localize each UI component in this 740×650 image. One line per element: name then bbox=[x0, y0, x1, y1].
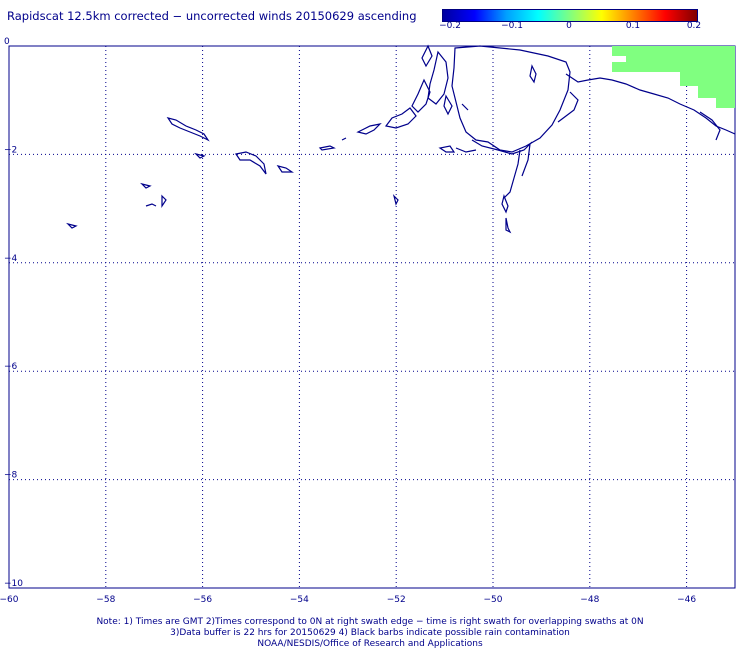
footnote-line-1: Note: 1) Times are GMT 2)Times correspon… bbox=[96, 617, 644, 627]
colorbar-tick-label: 0 bbox=[566, 21, 572, 31]
x-tick-label: −54 bbox=[290, 595, 309, 605]
x-tick-label: −56 bbox=[193, 595, 212, 605]
colorbar-tick-label: 0.2 bbox=[686, 21, 702, 31]
map-plot: −60 −58 −56 −54 −52 −50 −48 −46 0 −2 −4 −6 −8 −10 bbox=[0, 37, 736, 605]
colorbar-tick-label: 0.1 bbox=[625, 21, 641, 31]
x-tick-label: −58 bbox=[96, 595, 115, 605]
y-tick-label: 0 bbox=[4, 37, 10, 47]
colorbar-tick-label: −0.2 bbox=[439, 21, 461, 31]
coastline bbox=[66, 44, 736, 234]
x-tick-label: −50 bbox=[484, 595, 503, 605]
y-tick-label: −10 bbox=[4, 579, 23, 589]
grid bbox=[8, 45, 735, 589]
x-tick-label: −48 bbox=[580, 595, 599, 605]
plot-frame bbox=[8, 45, 736, 589]
y-tick-label: −6 bbox=[4, 362, 18, 372]
x-tick-label: −52 bbox=[387, 595, 406, 605]
y-tick-label: −8 bbox=[4, 471, 18, 481]
y-tick-label: −4 bbox=[4, 254, 18, 264]
footnote-line-3: NOAA/NESDIS/Office of Research and Appli… bbox=[257, 639, 483, 649]
map-title: Rapidscat 12.5km corrected − uncorrected… bbox=[7, 9, 417, 23]
footnote-line-2: 3)Data buffer is 22 hrs for 20150629 4) … bbox=[170, 628, 570, 638]
x-tick-label: −60 bbox=[0, 595, 19, 605]
colorbar-tick-label: −0.1 bbox=[501, 21, 523, 31]
colorbar bbox=[442, 9, 698, 22]
x-tick-label: −46 bbox=[677, 595, 696, 605]
y-tick-label: −2 bbox=[4, 145, 17, 155]
wind-difference-patch bbox=[612, 46, 735, 108]
